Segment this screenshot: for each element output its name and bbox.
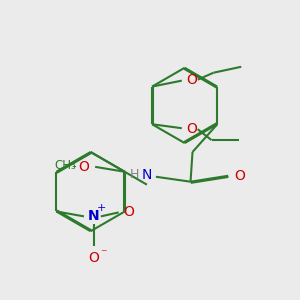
Text: O: O	[235, 169, 245, 183]
Text: +: +	[97, 203, 106, 214]
Text: ⁻: ⁻	[100, 248, 107, 260]
Text: CH₃: CH₃	[55, 159, 76, 172]
Text: N: N	[88, 209, 100, 224]
Text: H: H	[129, 168, 139, 181]
Text: O: O	[186, 73, 197, 87]
Text: O: O	[123, 206, 134, 219]
Text: O: O	[186, 122, 197, 136]
Text: O: O	[88, 251, 99, 265]
Text: O: O	[78, 160, 89, 174]
Text: N: N	[142, 168, 152, 182]
